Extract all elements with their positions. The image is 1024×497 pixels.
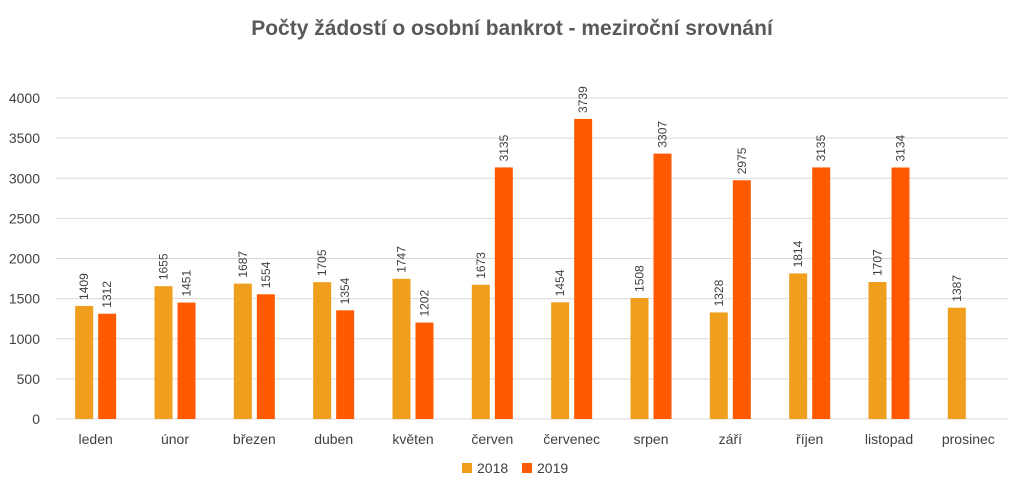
x-tick-label: prosinec: [942, 431, 995, 447]
y-tick-label: 4000: [9, 90, 40, 106]
legend-label: 2018: [477, 460, 508, 476]
bars: [75, 118, 966, 419]
bar-2018-červen: [471, 284, 490, 419]
y-tick-label: 500: [17, 371, 41, 387]
bar-2018-červenec: [551, 302, 570, 419]
data-label: 1451: [180, 270, 194, 297]
bar-2018-březen: [233, 283, 252, 419]
bar-2018-září: [709, 312, 728, 419]
data-label: 3135: [814, 134, 828, 161]
bar-2019-srpen: [653, 153, 672, 419]
data-label: 1707: [871, 249, 885, 276]
bar-2018-leden: [75, 305, 94, 419]
bar-2018-prosinec: [947, 307, 966, 419]
bar-2019-květen: [415, 322, 434, 419]
data-label: 1409: [77, 273, 91, 300]
y-tick-label: 1000: [9, 331, 40, 347]
x-tick-label: květen: [392, 431, 433, 447]
data-label: 3307: [656, 121, 670, 148]
x-tick-label: leden: [79, 431, 113, 447]
x-tick-label: říjen: [796, 431, 823, 447]
bar-2018-srpen: [630, 297, 649, 419]
bar-2018-květen: [392, 278, 411, 419]
x-tick-label: únor: [161, 431, 189, 447]
bar-2019-březen: [256, 294, 275, 419]
data-label: 1312: [100, 281, 114, 308]
legend-swatch-2018: [462, 463, 472, 473]
x-tick-label: březen: [233, 431, 276, 447]
data-label: 1814: [791, 240, 805, 267]
data-label: 2975: [735, 147, 749, 174]
data-labels: 1409 1312 1655 1451 1687 1554 1705 1354 1747 1202…: [77, 86, 964, 317]
y-tick-label: 3500: [9, 130, 40, 146]
chart-title: Počty žádostí o osobní bankrot - meziroč…: [251, 17, 774, 40]
bar-2019-únor: [177, 302, 196, 419]
bar-2019-červen: [494, 167, 513, 419]
y-tick-label: 1500: [9, 291, 40, 307]
data-label: 1673: [474, 252, 488, 279]
bar-2019-říjen: [812, 167, 831, 419]
bar-2019-listopad: [891, 167, 910, 419]
data-label: 1705: [315, 249, 329, 276]
data-label: 1687: [236, 251, 250, 278]
y-tick-label: 0: [32, 411, 40, 427]
y-tick-label: 2000: [9, 251, 40, 267]
x-tick-label: duben: [314, 431, 353, 447]
y-axis-ticks: 0 500 1000 1500 2000 2500 3000 3500 4000: [9, 90, 40, 427]
y-tick-label: 2500: [9, 210, 40, 226]
data-label: 3739: [576, 86, 590, 113]
bar-2019-duben: [336, 310, 355, 419]
x-tick-label: listopad: [865, 431, 913, 447]
bar-2019-červenec: [574, 118, 593, 419]
bar-2019-leden: [98, 313, 117, 419]
legend-swatch-2019: [522, 463, 532, 473]
legend-label: 2019: [537, 460, 568, 476]
data-label: 1655: [157, 253, 171, 280]
bar-2018-listopad: [868, 282, 887, 419]
bar-2018-duben: [313, 282, 332, 419]
data-label: 1554: [259, 261, 273, 288]
bar-2019-září: [732, 180, 751, 419]
y-tick-label: 3000: [9, 170, 40, 186]
data-label: 1508: [633, 265, 647, 292]
x-tick-label: červen: [471, 431, 513, 447]
x-tick-label: srpen: [633, 431, 668, 447]
bar-2018-únor: [154, 286, 173, 419]
x-tick-label: září: [719, 431, 742, 447]
x-tick-label: červenec: [543, 431, 600, 447]
data-label: 1328: [712, 279, 726, 306]
data-label: 3134: [894, 134, 908, 161]
data-label: 1354: [338, 277, 352, 304]
data-label: 1747: [395, 246, 409, 273]
legend: 2018 2019: [462, 460, 568, 476]
bar-2018-říjen: [789, 273, 808, 419]
x-axis-ticks: leden únor březen duben květen červen červenec…: [79, 431, 995, 447]
data-label: 1387: [950, 275, 964, 302]
data-label: 3135: [497, 134, 511, 161]
data-label: 1454: [553, 269, 567, 296]
gridlines: [56, 97, 1008, 420]
data-label: 1202: [418, 290, 432, 317]
